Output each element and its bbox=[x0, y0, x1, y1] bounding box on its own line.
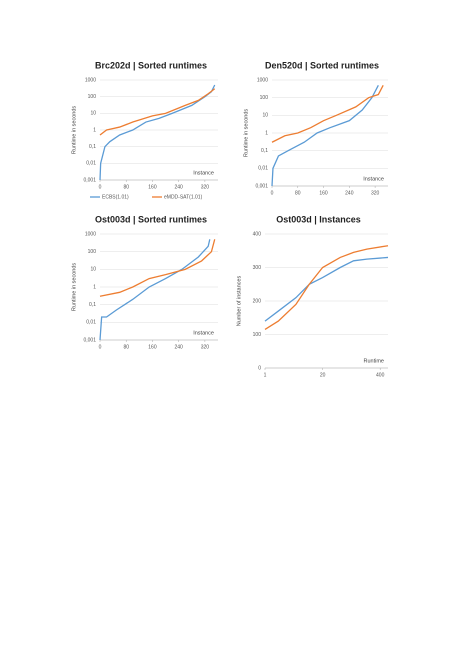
x-tick-label: 80 bbox=[295, 190, 301, 196]
legend-label: ECBS(1.01) bbox=[102, 194, 129, 200]
y-tick-label: 0,001 bbox=[83, 337, 96, 343]
x-tick-label: 240 bbox=[345, 190, 354, 196]
x-tick-label: 0 bbox=[99, 344, 102, 350]
x-tick-label: 1 bbox=[264, 372, 267, 378]
y-tick-label: 1000 bbox=[257, 77, 268, 83]
chart-title: Ost003d | Sorted runtimes bbox=[95, 214, 207, 224]
y-tick-label: 0,1 bbox=[89, 144, 96, 150]
x-tick-label: 20 bbox=[320, 372, 326, 378]
series-line bbox=[99, 84, 216, 181]
legend-label: eMDD-SAT(1.01) bbox=[164, 194, 203, 200]
x-tick-label: 0 bbox=[99, 184, 102, 190]
x-tick-label: 400 bbox=[376, 372, 385, 378]
y-tick-label: 0,001 bbox=[255, 183, 268, 189]
x-axis-label: Instance bbox=[363, 176, 384, 182]
y-tick-label: 400 bbox=[253, 231, 262, 237]
y-tick-label: 0,001 bbox=[83, 177, 96, 183]
series-line bbox=[264, 256, 389, 322]
y-tick-label: 1 bbox=[93, 284, 96, 290]
y-tick-label: 0,01 bbox=[86, 161, 96, 167]
x-axis-label: Runtime bbox=[364, 358, 384, 364]
y-axis-label: Number of instances bbox=[236, 276, 242, 327]
series-line bbox=[271, 85, 384, 143]
y-tick-label: 10 bbox=[90, 111, 96, 117]
chart-title: Ost003d | Instances bbox=[276, 214, 361, 224]
y-tick-label: 10 bbox=[90, 267, 96, 273]
y-tick-label: 10 bbox=[262, 113, 268, 119]
series-line bbox=[99, 239, 216, 297]
x-tick-label: 320 bbox=[371, 190, 380, 196]
y-tick-label: 0 bbox=[258, 365, 261, 371]
y-tick-label: 100 bbox=[88, 94, 97, 100]
y-tick-label: 1 bbox=[265, 130, 268, 136]
x-axis-label: Instance bbox=[193, 330, 214, 336]
y-tick-label: 1000 bbox=[85, 77, 96, 83]
x-tick-label: 240 bbox=[174, 184, 183, 190]
x-tick-label: 0 bbox=[271, 190, 274, 196]
x-tick-label: 160 bbox=[148, 344, 157, 350]
x-tick-label: 160 bbox=[148, 184, 157, 190]
y-tick-label: 0,1 bbox=[261, 148, 268, 154]
series-line bbox=[264, 245, 389, 331]
chart-title: Brc202d | Sorted runtimes bbox=[95, 60, 207, 70]
series-line bbox=[99, 88, 216, 136]
x-tick-label: 160 bbox=[319, 190, 328, 196]
y-tick-label: 0,01 bbox=[86, 320, 96, 326]
series-line bbox=[271, 85, 379, 187]
x-tick-label: 320 bbox=[201, 344, 210, 350]
x-axis-label: Instance bbox=[193, 170, 214, 176]
y-tick-label: 0,01 bbox=[258, 166, 268, 172]
y-tick-label: 200 bbox=[253, 298, 262, 304]
y-tick-label: 1 bbox=[93, 127, 96, 133]
x-tick-label: 80 bbox=[123, 184, 129, 190]
y-tick-label: 0,1 bbox=[89, 302, 96, 308]
y-axis-label: Runtime in seconds bbox=[71, 106, 77, 155]
y-tick-label: 100 bbox=[253, 332, 262, 338]
chart-title: Den520d | Sorted runtimes bbox=[265, 60, 379, 70]
x-tick-label: 80 bbox=[123, 344, 129, 350]
x-tick-label: 240 bbox=[174, 344, 183, 350]
series-line bbox=[99, 239, 211, 341]
y-axis-label: Runtime in seconds bbox=[71, 263, 77, 312]
y-tick-label: 100 bbox=[260, 95, 269, 101]
y-tick-label: 100 bbox=[88, 249, 97, 255]
y-tick-label: 1000 bbox=[85, 231, 96, 237]
y-tick-label: 300 bbox=[253, 265, 262, 271]
y-axis-label: Runtime in seconds bbox=[243, 109, 249, 158]
x-tick-label: 320 bbox=[201, 184, 210, 190]
